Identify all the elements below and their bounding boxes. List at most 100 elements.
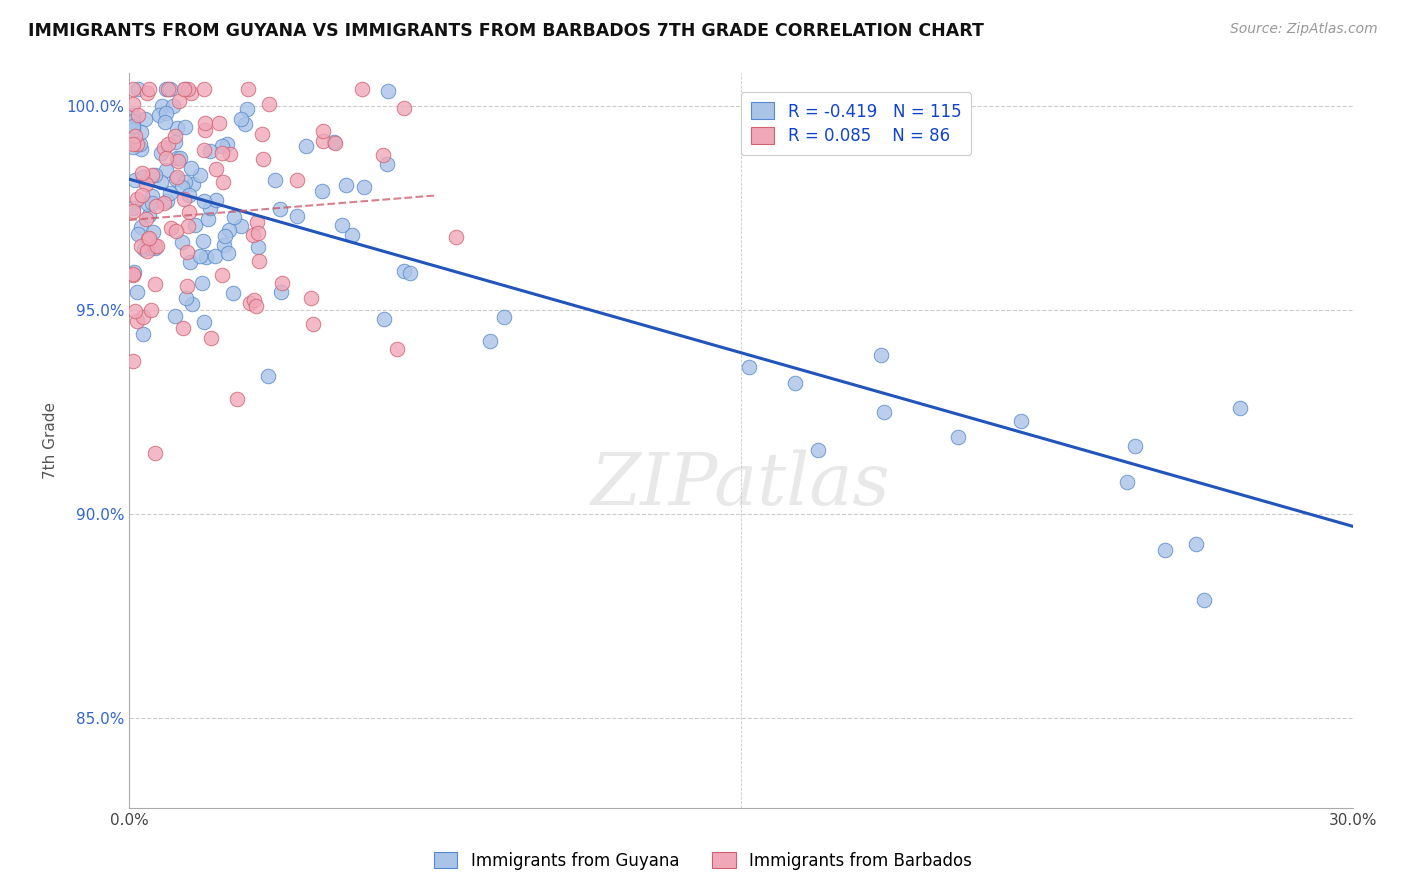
Point: [131, 166, 153, 180]
Point: [330, 219, 353, 233]
Point: [150, 175, 173, 189]
Point: [323, 136, 346, 150]
Point: [247, 239, 270, 253]
Point: [245, 299, 267, 313]
Point: [242, 228, 264, 243]
Point: [180, 161, 202, 175]
Point: [492, 310, 515, 324]
Point: [353, 180, 375, 194]
Point: [122, 119, 145, 133]
Point: [195, 251, 218, 265]
Point: [1192, 592, 1215, 607]
Point: [153, 196, 176, 211]
Point: [165, 128, 187, 143]
Point: [153, 141, 176, 155]
Point: [135, 211, 157, 226]
Point: [176, 279, 198, 293]
Point: [312, 123, 335, 137]
Point: [181, 297, 204, 311]
Point: [295, 138, 318, 153]
Point: [191, 276, 214, 290]
Point: [350, 82, 373, 96]
Point: [946, 430, 969, 444]
Point: [180, 86, 202, 100]
Point: [173, 192, 195, 206]
Point: [143, 239, 166, 253]
Y-axis label: 7th Grade: 7th Grade: [44, 402, 58, 479]
Point: [177, 219, 200, 233]
Point: [373, 312, 395, 326]
Point: [312, 134, 335, 148]
Point: [129, 125, 152, 139]
Point: [172, 180, 194, 194]
Point: [143, 168, 166, 182]
Point: [205, 194, 228, 208]
Point: [125, 285, 148, 300]
Point: [122, 97, 145, 112]
Point: [122, 268, 145, 282]
Point: [129, 238, 152, 252]
Point: [323, 136, 346, 150]
Point: [179, 188, 201, 202]
Point: [125, 137, 148, 152]
Point: [194, 122, 217, 136]
Point: [165, 171, 187, 186]
Point: [135, 177, 157, 191]
Point: [174, 82, 197, 96]
Point: [136, 232, 159, 246]
Point: [141, 169, 163, 183]
Point: [165, 223, 187, 237]
Point: [141, 196, 163, 211]
Point: [444, 230, 467, 244]
Point: [204, 249, 226, 263]
Point: [342, 227, 364, 242]
Point: [169, 94, 191, 108]
Point: [172, 320, 194, 334]
Point: [129, 142, 152, 156]
Point: [162, 99, 184, 113]
Point: [239, 296, 262, 310]
Point: [236, 102, 259, 116]
Point: [122, 268, 145, 282]
Point: [131, 188, 153, 202]
Point: [128, 136, 150, 151]
Point: [1115, 475, 1137, 489]
Point: [122, 120, 145, 134]
Point: [394, 101, 416, 115]
Legend: R = -0.419   N = 115, R = 0.085    N = 86: R = -0.419 N = 115, R = 0.085 N = 86: [741, 93, 972, 155]
Point: [155, 105, 177, 120]
Point: [208, 116, 231, 130]
Point: [479, 334, 502, 348]
Point: [247, 253, 270, 268]
Point: [160, 221, 183, 235]
Point: [211, 268, 233, 282]
Point: [157, 136, 180, 151]
Point: [135, 244, 157, 258]
Point: [193, 234, 215, 248]
Point: [138, 230, 160, 244]
Point: [174, 120, 197, 135]
Point: [177, 82, 200, 96]
Point: [188, 249, 211, 263]
Point: [270, 276, 292, 290]
Point: [132, 242, 155, 256]
Point: [155, 82, 177, 96]
Point: [155, 162, 177, 177]
Point: [143, 446, 166, 460]
Point: [145, 199, 167, 213]
Point: [153, 114, 176, 128]
Point: [155, 194, 177, 208]
Point: [159, 82, 181, 96]
Point: [215, 136, 238, 151]
Point: [1185, 537, 1208, 551]
Point: [122, 82, 145, 96]
Point: [165, 135, 187, 149]
Point: [212, 176, 235, 190]
Point: [212, 238, 235, 252]
Point: [335, 178, 357, 192]
Point: [1154, 543, 1177, 558]
Point: [1010, 413, 1032, 427]
Point: [246, 226, 269, 240]
Point: [285, 209, 308, 223]
Point: [229, 219, 252, 233]
